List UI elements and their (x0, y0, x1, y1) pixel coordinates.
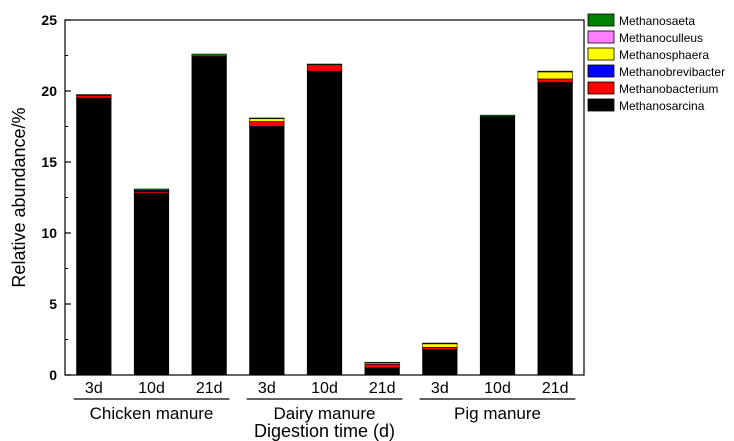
bars-layer (77, 54, 573, 375)
group-labels: Chicken manure Dairy manure Pig manure (74, 399, 576, 423)
bar-segment-methanosarcina (134, 193, 169, 375)
bar-segment-methanosaeta (480, 115, 515, 116)
x-tick-label: 21d (542, 380, 569, 397)
bar-segment-methanobacterium (538, 79, 573, 83)
bar-segment-methanobacterium (250, 122, 285, 127)
x-tick-label: 3d (258, 380, 276, 397)
x-tick-label: 10d (311, 380, 338, 397)
legend-label-methanobacterium: Methanobacterium (619, 82, 718, 96)
legend-swatch-methanosphaera (588, 48, 614, 60)
bar-segment-methanosphaera (538, 72, 573, 79)
legend-label-methanosarcina: Methanosarcina (619, 99, 705, 113)
y-tick-label: 20 (41, 83, 57, 99)
y-axis: 0 5 10 15 20 25 (41, 12, 71, 383)
bar-segment-methanosarcina (192, 57, 227, 375)
y-tick-label: 10 (41, 225, 57, 241)
bar-segment-methanobacterium (423, 347, 458, 349)
legend-label-methanosphaera: Methanosphaera (619, 48, 709, 62)
bar-segment-methanosaeta (365, 362, 400, 363)
legend-label-methanosaeta: Methanosaeta (619, 14, 695, 28)
bar-segment-methanobacterium (365, 364, 400, 368)
y-tick-label: 5 (49, 296, 57, 312)
bar-segment-methanobacterium (77, 95, 112, 98)
legend-swatch-methanoculleus (588, 31, 614, 43)
bar-segment-methanosaeta (307, 64, 342, 65)
bar-segment-methanosaeta (538, 71, 573, 72)
legend-swatch-methanosarcina (588, 99, 614, 111)
bar-segment-methanobacterium (307, 65, 342, 71)
group-label: Chicken manure (90, 404, 214, 423)
legend-label-methanoculleus: Methanoculleus (619, 31, 703, 45)
bar-segment-methanosarcina (538, 82, 573, 375)
bar-segment-methanosphaera (250, 119, 285, 122)
legend-swatch-methanobacterium (588, 82, 614, 94)
y-tick-label: 15 (41, 154, 57, 170)
y-tick-label: 0 (49, 367, 57, 383)
x-tick-label: 21d (196, 380, 223, 397)
bar-segment-methanosaeta (423, 343, 458, 344)
legend-swatch-methanosaeta (588, 14, 614, 26)
bar-segment-methanosaeta (192, 54, 227, 56)
x-tick-label: 21d (369, 380, 396, 397)
bar-segment-methanosarcina (77, 98, 112, 375)
legend-swatch-methanobrevibacter (588, 65, 614, 77)
bar-segment-methanosarcina (480, 117, 515, 375)
bar-segment-methanosarcina (250, 127, 285, 376)
x-tick-label: 10d (138, 380, 165, 397)
y-tick-label: 25 (41, 12, 57, 28)
bar-segment-methanosaeta (134, 189, 169, 190)
x-tick-label: 10d (484, 380, 511, 397)
y-axis-label: Relative abundance/% (9, 107, 29, 287)
bar-segment-methanosphaera (423, 344, 458, 348)
bar-segment-methanosaeta (250, 118, 285, 119)
group-label: Pig manure (454, 404, 541, 423)
x-tick-label: 3d (431, 380, 449, 397)
x-tick-label: 3d (85, 380, 103, 397)
legend: Methanosaeta Methanoculleus Methanosphaera… (588, 14, 725, 113)
legend-label-methanobrevibacter: Methanobrevibacter (619, 65, 725, 79)
x-axis-label: Digestion time (d) (254, 421, 395, 441)
bar-segment-methanosaeta (77, 95, 112, 96)
bar-segment-methanosarcina (307, 71, 342, 375)
